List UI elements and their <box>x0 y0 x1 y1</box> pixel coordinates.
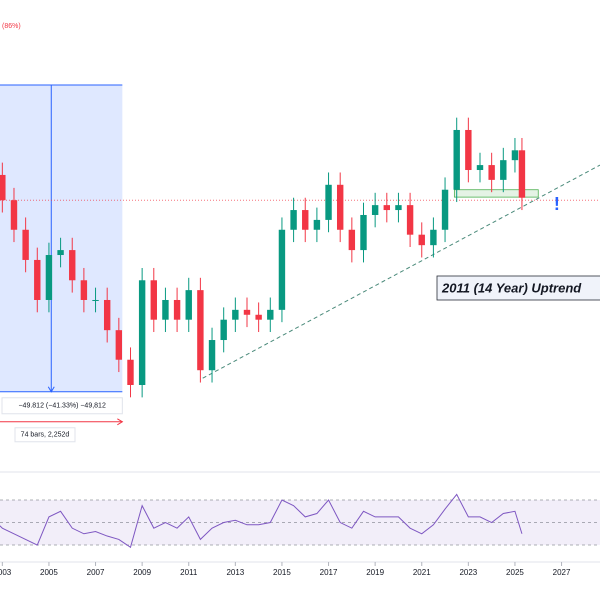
candle-body <box>92 299 99 301</box>
candle-body <box>302 210 309 230</box>
corner-note: (86%) <box>2 23 21 30</box>
x-tick-label: 2025 <box>506 568 524 577</box>
candle-body <box>127 359 134 385</box>
x-tick-label: 2009 <box>133 568 151 577</box>
candle-body <box>45 255 53 300</box>
x-tick-label: 2003 <box>0 568 12 577</box>
measure-label-box <box>1 397 123 415</box>
annotation: 2011 (14 Year) Uptrend <box>441 280 582 295</box>
candle-body <box>255 314 262 320</box>
candle-body <box>80 280 88 300</box>
candle-body <box>69 250 76 281</box>
measure-label: −49.812 (−41.33%) −49,812 <box>18 403 105 410</box>
rsi-line <box>0 493 523 549</box>
candle-body <box>418 234 425 246</box>
candle-body <box>0 174 6 201</box>
candle-body <box>383 205 390 211</box>
candle-body <box>290 210 297 230</box>
candle-body <box>103 299 111 331</box>
candle-body <box>57 250 64 256</box>
candle-body <box>185 290 192 320</box>
range-label: 74 bars, 2,252d <box>21 432 70 439</box>
candle-body <box>511 150 519 161</box>
annotation-box <box>436 275 600 301</box>
candle-body <box>197 290 204 371</box>
range-arrowhead <box>117 418 124 426</box>
alert: ! <box>554 194 560 214</box>
x-tick-label: 2017 <box>320 568 338 577</box>
x-tick-label: 2027 <box>553 568 571 577</box>
candle-body <box>267 309 274 320</box>
candle-body <box>441 189 449 230</box>
candle-body <box>518 150 526 198</box>
x-tick-label: 2007 <box>87 568 105 577</box>
candle-body <box>371 205 379 215</box>
candle-body <box>162 299 169 320</box>
candle-body <box>10 200 18 230</box>
candle-body <box>465 129 472 171</box>
candle-body <box>208 340 216 371</box>
candle-body <box>453 129 460 190</box>
x-tick-label: 2021 <box>413 568 431 577</box>
candle-body <box>232 309 239 320</box>
candle-body <box>500 160 507 180</box>
candle-body <box>138 280 146 385</box>
candle-body <box>150 280 157 320</box>
candle-body <box>488 165 495 180</box>
support-zone <box>453 189 539 198</box>
candle-body <box>395 205 402 211</box>
candle-body <box>348 229 356 251</box>
candle-body <box>430 229 437 246</box>
candle-body <box>115 330 123 360</box>
x-tick-label: 2023 <box>459 568 477 577</box>
candle-body <box>325 184 332 220</box>
x-tick-label: 2019 <box>366 568 384 577</box>
range-label-box <box>14 427 76 443</box>
candle-body <box>278 229 286 310</box>
candle-body <box>313 219 321 230</box>
candle-body <box>22 229 29 260</box>
candle-body <box>476 165 484 171</box>
candle-body <box>406 205 414 235</box>
measure-box <box>0 85 123 392</box>
candle-body <box>336 184 344 230</box>
x-tick-label: 2015 <box>273 568 291 577</box>
candle-body <box>360 214 367 251</box>
candle-body <box>220 319 227 341</box>
x-tick-label: 2005 <box>40 568 58 577</box>
measure-arrowhead <box>47 386 55 393</box>
candle-body <box>173 299 181 320</box>
x-tick-label: 2013 <box>226 568 244 577</box>
candle-body <box>34 259 41 300</box>
candle-body <box>243 309 251 315</box>
x-tick-label: 2011 <box>180 568 198 577</box>
trendline <box>202 164 600 379</box>
